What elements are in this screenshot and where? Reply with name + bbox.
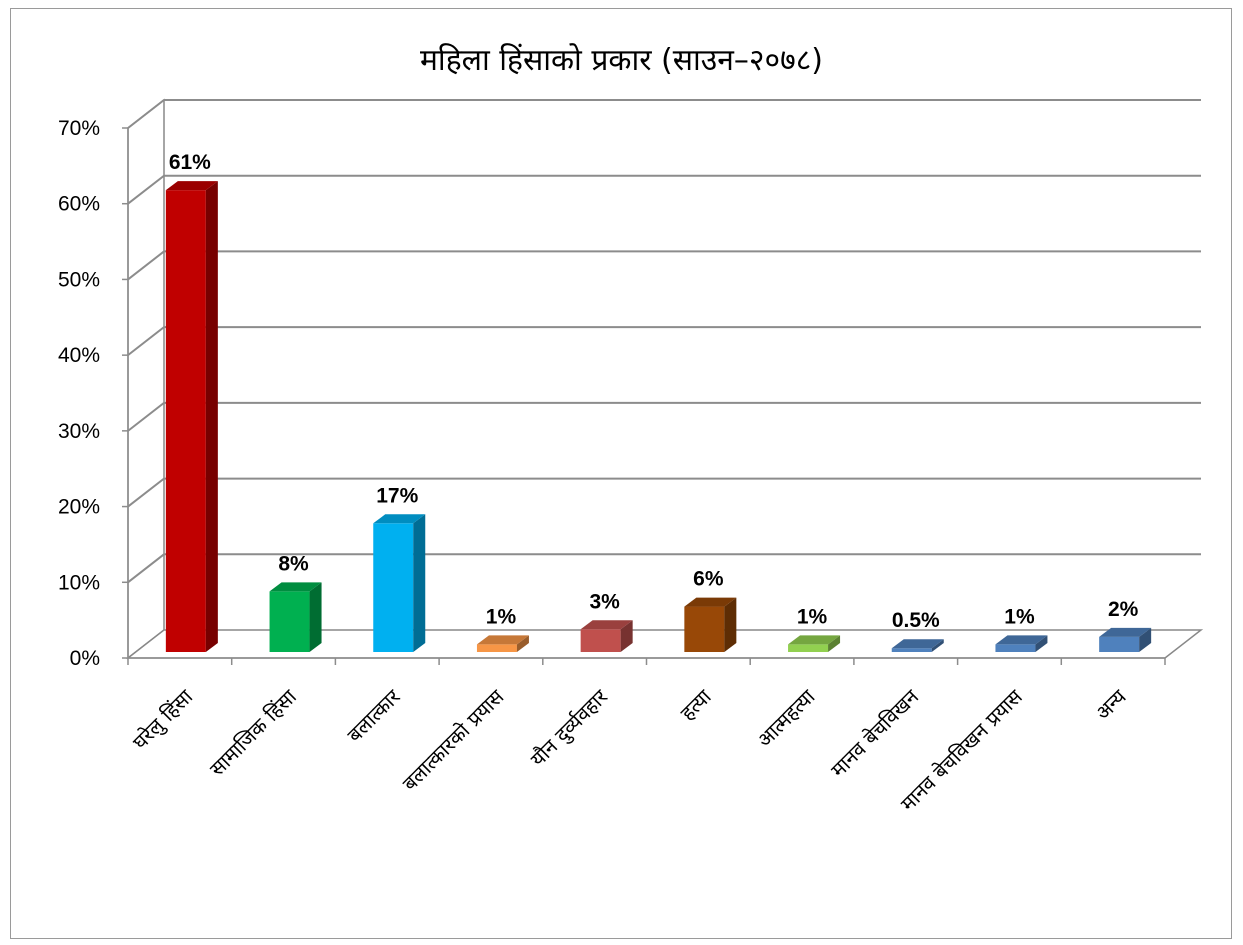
bar-front bbox=[1099, 636, 1140, 652]
bar bbox=[788, 635, 841, 652]
y-tick-label: 50% bbox=[58, 268, 100, 291]
gridline bbox=[127, 326, 1201, 356]
x-tick-label: अन्य bbox=[1091, 684, 1131, 724]
y-tick-label: 70% bbox=[58, 117, 100, 140]
bar-front bbox=[373, 523, 414, 652]
data-label: 6% bbox=[693, 568, 724, 591]
bar-top bbox=[788, 635, 841, 645]
bar-side bbox=[931, 639, 944, 652]
x-tick-label: हत्या bbox=[675, 684, 716, 725]
bar-front bbox=[684, 606, 725, 652]
data-label: 3% bbox=[589, 590, 620, 613]
x-tick-label: यौन दुर्व्यवहार bbox=[526, 684, 614, 772]
data-label: 1% bbox=[797, 605, 828, 628]
gridline bbox=[127, 99, 1201, 129]
bar-front bbox=[788, 644, 829, 652]
bar-side bbox=[724, 597, 737, 652]
x-tick-label: आत्महत्या bbox=[752, 684, 820, 752]
chart-title: महिला हिंसाको प्रकार (साउन–२०७८) bbox=[419, 43, 824, 78]
x-tick-label: बलात्कार bbox=[342, 684, 405, 747]
bar bbox=[580, 620, 633, 652]
bar-side bbox=[1139, 627, 1152, 652]
bar-side bbox=[1035, 635, 1048, 652]
bar bbox=[373, 514, 426, 652]
bar-front bbox=[995, 644, 1036, 652]
data-label: 0.5% bbox=[892, 609, 940, 632]
bar bbox=[476, 635, 529, 652]
y-tick-label: 40% bbox=[58, 344, 100, 367]
bar-side bbox=[828, 635, 841, 652]
y-tick-label: 0% bbox=[70, 647, 100, 670]
bar-top bbox=[995, 635, 1048, 645]
data-label: 2% bbox=[1108, 598, 1139, 621]
bar-top bbox=[684, 597, 737, 607]
bar-front bbox=[269, 591, 310, 652]
bar-side bbox=[205, 181, 218, 652]
bar-front bbox=[476, 644, 517, 652]
data-label: 17% bbox=[376, 484, 418, 507]
bar bbox=[1099, 627, 1152, 652]
bar-side bbox=[413, 514, 426, 652]
bar-top bbox=[476, 635, 529, 645]
y-tick-label: 30% bbox=[58, 420, 100, 443]
bar-front bbox=[580, 629, 621, 652]
bar-side bbox=[516, 635, 529, 652]
data-label: 8% bbox=[278, 552, 309, 575]
bar-top bbox=[269, 582, 322, 592]
bar bbox=[269, 582, 322, 652]
bar-top bbox=[580, 620, 633, 630]
bar-front bbox=[891, 648, 932, 652]
bar-front bbox=[165, 190, 206, 652]
bar bbox=[995, 635, 1048, 652]
y-tick-label: 10% bbox=[58, 571, 100, 594]
gridline bbox=[127, 250, 1201, 281]
x-tick-label: मानव बेचविखन bbox=[826, 684, 924, 782]
data-label: 1% bbox=[486, 605, 517, 628]
data-label: 61% bbox=[169, 151, 211, 174]
x-tick-label: घरेलु हिंसा bbox=[128, 684, 199, 755]
gridline bbox=[127, 477, 1201, 508]
bar-top bbox=[373, 514, 426, 524]
bar bbox=[684, 597, 737, 652]
gridline bbox=[127, 553, 1201, 584]
bar bbox=[891, 639, 944, 652]
gridline bbox=[127, 401, 1201, 432]
bar-side bbox=[309, 582, 322, 652]
y-tick-label: 20% bbox=[58, 496, 100, 519]
x-tick-label: बलात्कारको प्रयास bbox=[398, 684, 509, 795]
bar bbox=[165, 181, 218, 652]
bar-side bbox=[620, 620, 633, 652]
side-wall bbox=[127, 98, 165, 660]
gridline bbox=[127, 174, 1201, 205]
data-label: 1% bbox=[1004, 605, 1035, 628]
bar-top bbox=[1099, 627, 1152, 637]
x-tick-label: सामाजिक हिंसा bbox=[205, 684, 302, 781]
bar-top bbox=[891, 639, 944, 649]
y-tick-label: 60% bbox=[58, 193, 100, 216]
bar-top bbox=[165, 181, 218, 191]
